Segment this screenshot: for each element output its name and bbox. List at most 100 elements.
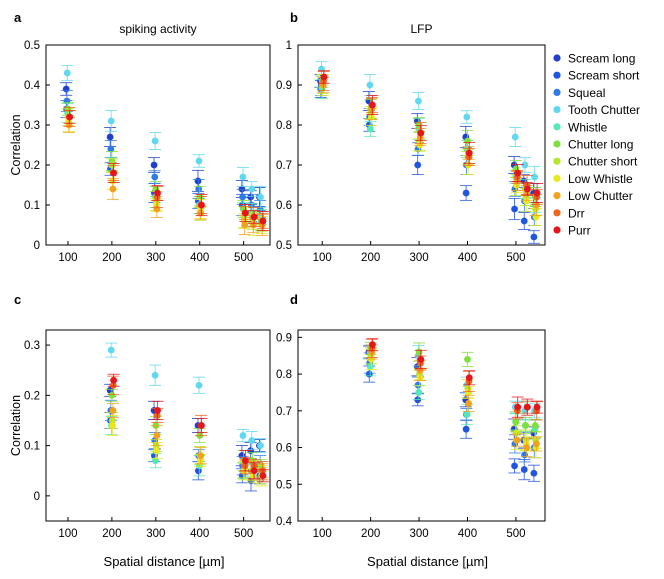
data-point: [463, 113, 471, 121]
plot-frame: [45, 44, 271, 246]
y-tick-label: 0: [34, 491, 40, 503]
data-point: [151, 371, 159, 379]
legend-label: Chutter short: [568, 155, 638, 169]
plot-frame: [45, 329, 271, 522]
y-tick-label: 0.5: [24, 40, 40, 52]
data-point: [465, 374, 473, 382]
data-point: [248, 185, 256, 193]
panel-title: spiking activity: [119, 22, 196, 36]
y-tick-label: 0.3: [24, 120, 40, 132]
data-point: [464, 137, 471, 145]
legend-label: Squeal: [568, 86, 605, 100]
y-tick-label: 0.1: [24, 200, 40, 212]
series-tooth-chutter: [315, 61, 541, 189]
data-point: [463, 411, 471, 418]
data-point: [464, 161, 472, 169]
series-squeal: [60, 89, 267, 218]
data-point: [154, 189, 161, 197]
y-tick-label: 0.3: [24, 340, 40, 352]
panel-a: a spiking activity 100 200 300 400 500 0 0.1 0.2 0…: [9, 10, 271, 264]
series-low-chutter: [317, 77, 543, 217]
data-point: [415, 348, 423, 356]
legend-item: Drr: [553, 206, 585, 220]
data-point: [110, 169, 118, 177]
data-point: [523, 403, 531, 411]
y-tick-label: 0.8: [276, 120, 292, 132]
legend-item: Squeal: [553, 86, 605, 100]
series-purr: [317, 70, 544, 203]
data-point: [415, 389, 423, 396]
x-tick-label: 200: [361, 252, 380, 264]
data-point: [531, 173, 539, 181]
panel-letter: c: [14, 292, 21, 307]
x-tick-label: 400: [458, 252, 477, 264]
legend-marker: [553, 157, 561, 165]
legend-item: Chutter long: [553, 138, 633, 152]
series-chutter-long: [316, 74, 542, 207]
legend: Scream long Scream short Squeal Tooth Chutt…: [553, 52, 640, 238]
data-layer: [104, 342, 269, 492]
data-point: [532, 440, 540, 448]
data-point: [247, 193, 255, 201]
legend-item: Purr: [553, 224, 591, 238]
x-tick-label: 400: [458, 528, 477, 540]
data-point: [522, 422, 530, 429]
panel-d: d 100 200 300 400 500 0.4 0.5 0.6 0.7 0.8 0.9 Spatia…: [276, 292, 546, 569]
y-tick-label: 0.6: [276, 443, 292, 455]
data-point: [109, 407, 117, 414]
x-tick-label: 100: [58, 528, 77, 540]
legend-label: Low Whistle: [568, 172, 633, 186]
x-tick-label: 300: [146, 528, 165, 540]
data-point: [533, 403, 541, 411]
data-point: [462, 425, 470, 433]
data-point: [153, 432, 161, 439]
data-point: [63, 69, 71, 77]
panel-letter: b: [290, 10, 298, 25]
x-axis-label: Spatial distance [µm]: [367, 554, 488, 569]
x-tick-label: 500: [506, 528, 525, 540]
x-tick-label: 500: [506, 252, 525, 264]
legend-label: Low Chutter: [568, 189, 633, 203]
legend-label: Purr: [568, 224, 591, 238]
panel-letter: a: [14, 10, 22, 25]
data-point: [366, 363, 374, 371]
data-point: [107, 145, 115, 153]
data-point: [239, 432, 247, 439]
y-tick-label: 0.5: [276, 479, 292, 491]
data-point: [259, 472, 267, 480]
data-point: [465, 400, 472, 407]
data-point: [523, 444, 531, 451]
series-squeal: [315, 73, 541, 226]
data-point: [153, 447, 160, 455]
legend-marker: [553, 71, 561, 79]
series-chutter-short: [364, 347, 542, 451]
data-point: [465, 149, 473, 157]
data-point: [417, 355, 425, 363]
y-tick-label: 0.5: [276, 240, 292, 252]
x-tick-label: 500: [234, 252, 253, 264]
data-point: [154, 407, 161, 414]
data-point: [366, 125, 374, 133]
series-drr: [63, 107, 269, 229]
series-tooth-chutter: [363, 344, 541, 421]
data-point: [530, 233, 538, 241]
data-point: [108, 161, 116, 169]
series-low-whistle: [62, 109, 268, 237]
data-point: [241, 457, 249, 465]
data-point: [107, 346, 115, 354]
data-point: [107, 117, 115, 125]
legend-label: Whistle: [568, 120, 608, 134]
series-scream-long: [104, 383, 266, 467]
series-drr: [317, 71, 543, 205]
data-point: [198, 201, 205, 209]
data-point: [239, 193, 246, 201]
data-point: [530, 469, 538, 477]
data-point: [414, 161, 422, 169]
x-tick-label: 300: [409, 528, 428, 540]
data-layer: [60, 65, 269, 237]
data-point: [151, 173, 159, 181]
data-point: [241, 209, 249, 217]
legend-item: Chutter short: [553, 155, 638, 169]
legend-item: Tooth Chutter: [553, 103, 640, 117]
x-tick-label: 100: [313, 528, 332, 540]
